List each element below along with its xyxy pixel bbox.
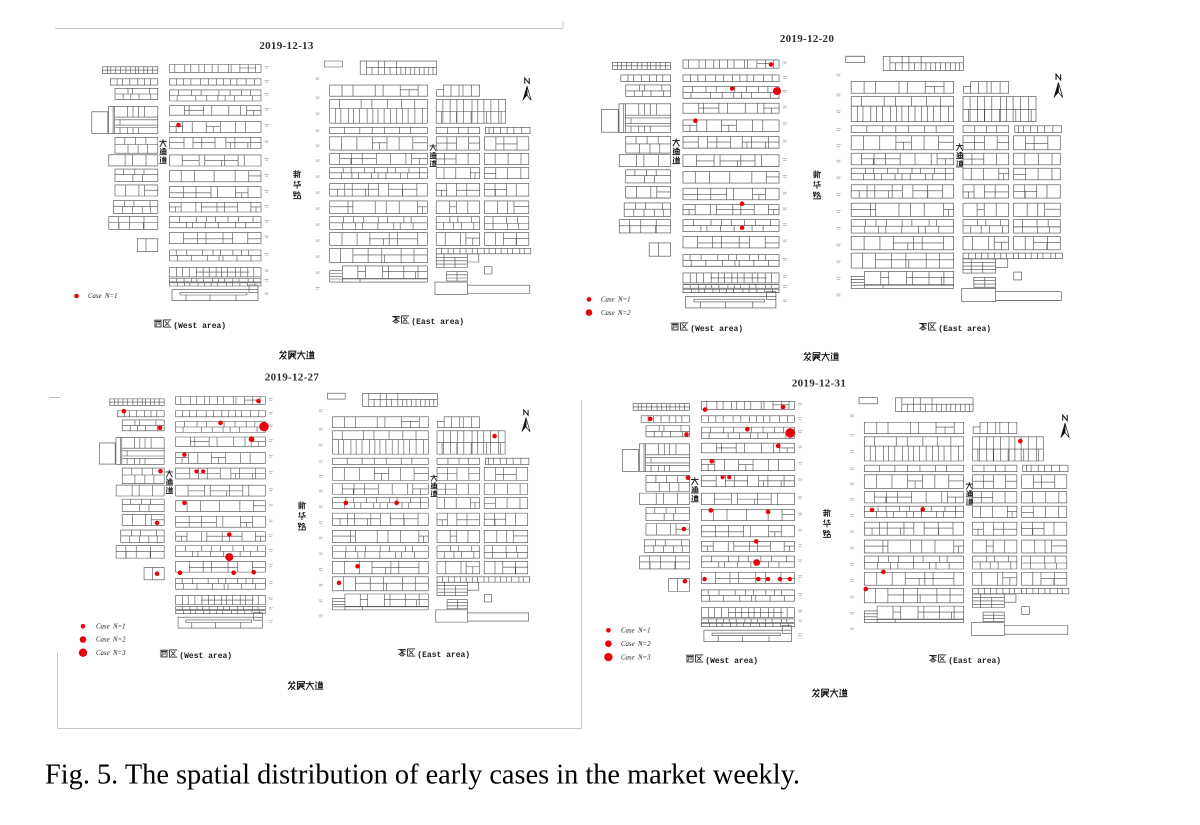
svg-text:Case N=2: Case N=2	[621, 641, 651, 648]
svg-text:(East area): (East area)	[411, 318, 464, 327]
svg-text:Case N=2: Case N=2	[601, 310, 631, 317]
svg-text:(East area): (East area)	[417, 651, 470, 660]
svg-text:Case N=3: Case N=3	[96, 650, 126, 657]
svg-text:(West area): (West area)	[179, 652, 232, 661]
svg-text:(West area): (West area)	[690, 325, 743, 334]
svg-text:2019-12-13: 2019-12-13	[259, 40, 314, 52]
svg-text:Case N=3: Case N=3	[621, 654, 651, 661]
svg-text:Case N=1: Case N=1	[96, 624, 126, 631]
svg-text:(West area): (West area)	[173, 322, 226, 331]
svg-text:Case N=1: Case N=1	[601, 297, 631, 304]
svg-text:(West area): (West area)	[705, 657, 758, 666]
svg-text:(East area): (East area)	[948, 657, 1001, 666]
svg-text:2019-12-20: 2019-12-20	[780, 33, 835, 45]
svg-text:2019-12-27: 2019-12-27	[265, 372, 320, 384]
svg-text:Case N=2: Case N=2	[96, 637, 126, 644]
svg-text:Fig. 5. The spatial distributi: Fig. 5. The spatial distribution of earl…	[45, 759, 800, 791]
svg-text:Case N=1: Case N=1	[88, 293, 118, 300]
svg-text:(East area): (East area)	[938, 325, 991, 334]
svg-text:Case N=1: Case N=1	[621, 628, 651, 635]
svg-text:2019-12-31: 2019-12-31	[792, 378, 846, 390]
